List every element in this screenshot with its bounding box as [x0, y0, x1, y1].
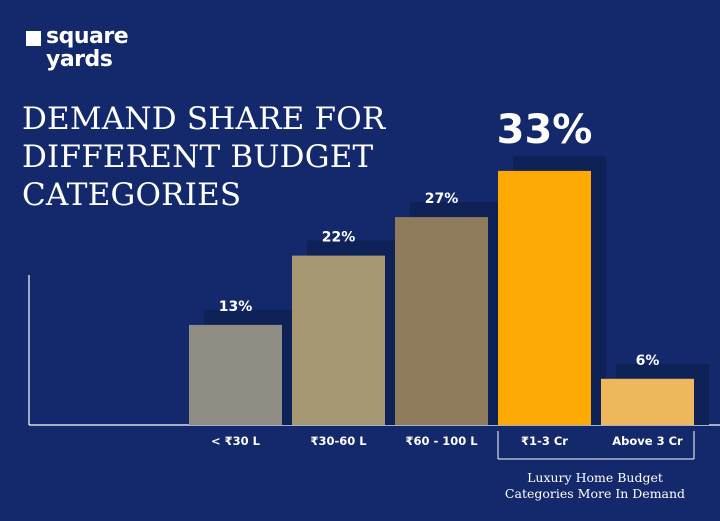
brand-logo: square yards: [26, 24, 166, 74]
logo-text-line2: yards: [46, 47, 113, 72]
chart-title: DEMAND SHARE FOR DIFFERENT BUDGET CATEGO…: [22, 100, 402, 214]
bar: [189, 324, 282, 425]
category-tick-label: ₹60 - 100 L: [405, 434, 478, 448]
annotation-line: Categories More In Demand: [504, 486, 686, 501]
bar-value-label: 6%: [636, 353, 660, 369]
chart-title-line: DEMAND SHARE FOR: [22, 101, 386, 137]
chart-title-line: CATEGORIES: [22, 177, 242, 213]
category-tick-label: Above 3 Cr: [612, 434, 683, 448]
bar-value-label: 27%: [425, 191, 459, 207]
chart-title-line: DIFFERENT BUDGET: [22, 139, 374, 175]
category-tick-label: ₹30-60 L: [310, 434, 367, 448]
category-tick-label: < ₹30 L: [211, 434, 261, 448]
bracket-annotation: Luxury Home Budget Categories More In De…: [497, 470, 693, 502]
annotation-line: Luxury Home Budget: [527, 470, 663, 485]
bar: [292, 255, 385, 425]
bar: [395, 217, 488, 425]
logo-text-line1: square: [46, 24, 129, 49]
bar-value-label: 13%: [219, 299, 253, 315]
bar-value-label: 22%: [322, 230, 356, 246]
bar-value-label: 33%: [497, 107, 593, 153]
logo-square-mark: [26, 31, 41, 46]
bar: [601, 378, 694, 425]
category-tick-label: ₹1-3 Cr: [521, 434, 568, 448]
bar: [498, 170, 591, 425]
